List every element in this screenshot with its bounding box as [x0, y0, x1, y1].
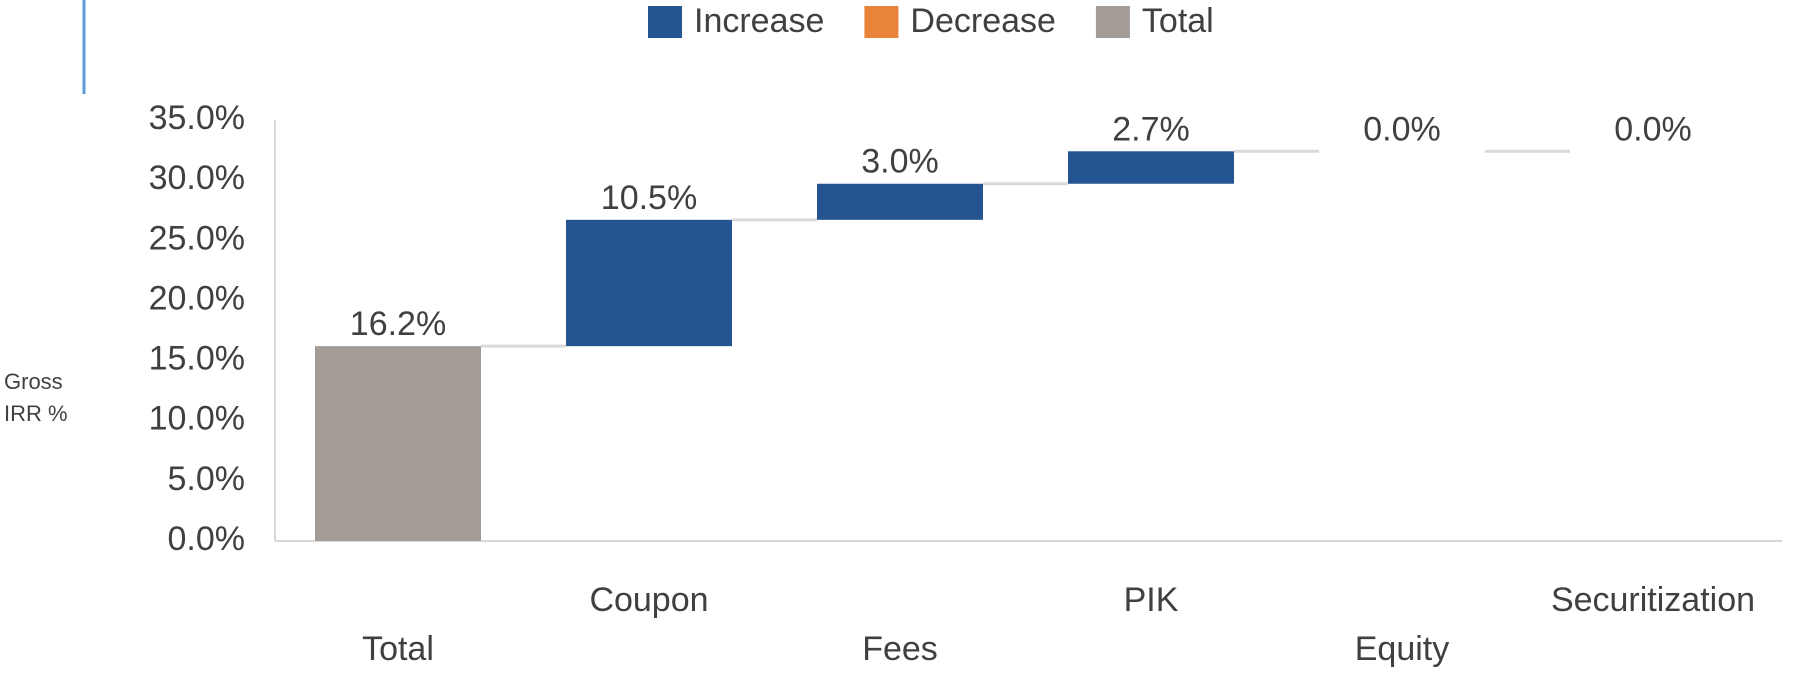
y-tick-label: 35.0% [149, 99, 245, 137]
bar [1068, 151, 1234, 184]
data-label: 0.0% [1614, 110, 1692, 148]
data-label: 0.0% [1363, 110, 1441, 148]
y-axis-label: Gross IRR % [4, 369, 68, 426]
x-tick-label: Coupon [589, 581, 708, 619]
y-tick-label: 10.0% [149, 400, 245, 438]
y-tick-label: 30.0% [149, 159, 245, 197]
data-label: 2.7% [1112, 110, 1190, 148]
x-tick-label: Securitization [1551, 581, 1755, 619]
bar [315, 346, 481, 541]
bar [817, 183, 983, 220]
data-label: 3.0% [861, 143, 939, 181]
legend-swatch [864, 6, 899, 38]
y-tick-label: 15.0% [149, 340, 245, 378]
legend-swatch [1095, 6, 1130, 38]
legend-label: Increase [694, 2, 824, 40]
y-tick-label: 25.0% [149, 219, 245, 257]
legend-swatch [648, 6, 682, 38]
legend-label: Decrease [910, 2, 1056, 40]
legend-label: Total [1142, 2, 1214, 40]
x-tick-label: PIK [1124, 581, 1179, 619]
x-tick-label: Fees [862, 630, 938, 668]
data-label: 16.2% [350, 305, 446, 343]
data-label: 10.5% [601, 179, 697, 217]
y-tick-label: 5.0% [168, 460, 246, 498]
bar [566, 219, 732, 347]
x-tick-label: Total [362, 630, 434, 668]
y-tick-label: 0.0% [168, 520, 246, 558]
y-tick-label: 20.0% [149, 279, 245, 317]
x-tick-label: Equity [1355, 630, 1450, 668]
